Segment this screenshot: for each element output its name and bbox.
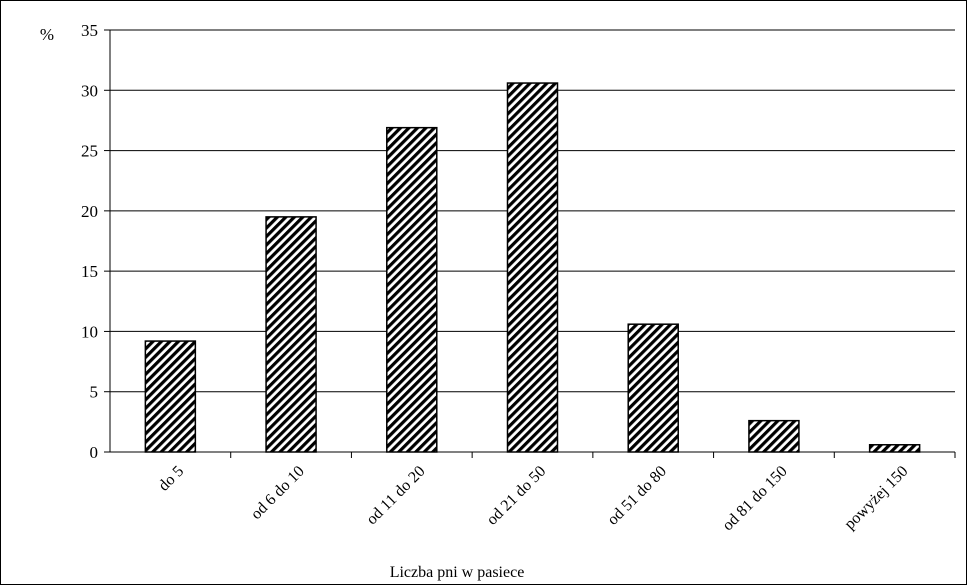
bar [868,444,921,453]
y-tick-label: 30 [81,81,98,100]
x-tick-label: powyżej 150 [841,463,911,533]
bar [506,82,559,453]
y-tick-label: 10 [81,322,98,341]
y-axis-label: % [40,25,54,44]
x-tick-label: od 11 do 20 [363,463,428,528]
y-tick-label: 15 [81,262,98,281]
bar [265,216,317,453]
y-tick-label: 0 [90,443,99,462]
x-tick-label: od 21 do 50 [484,463,550,529]
x-axis-label: Liczba pni w pasiece [390,564,525,581]
y-tick-label: 35 [81,21,98,40]
bar [748,419,800,453]
bar [144,340,197,453]
x-tick-label: od 81 do 150 [719,463,790,534]
y-tick-label: 25 [81,142,98,161]
tick-labels: 0 5 10 15 20 25 30 35 do 5 od 6 do 10 od 11 do 20 o… [81,21,911,534]
bar [627,323,679,453]
x-tick-label: do 5 [155,463,187,495]
bars [144,82,921,453]
bar [386,126,438,453]
y-tick-label: 5 [90,383,99,402]
x-tick-label: od 6 do 10 [248,463,308,523]
x-tick-label: od 51 do 80 [604,463,670,529]
y-tick-label: 20 [81,202,98,221]
